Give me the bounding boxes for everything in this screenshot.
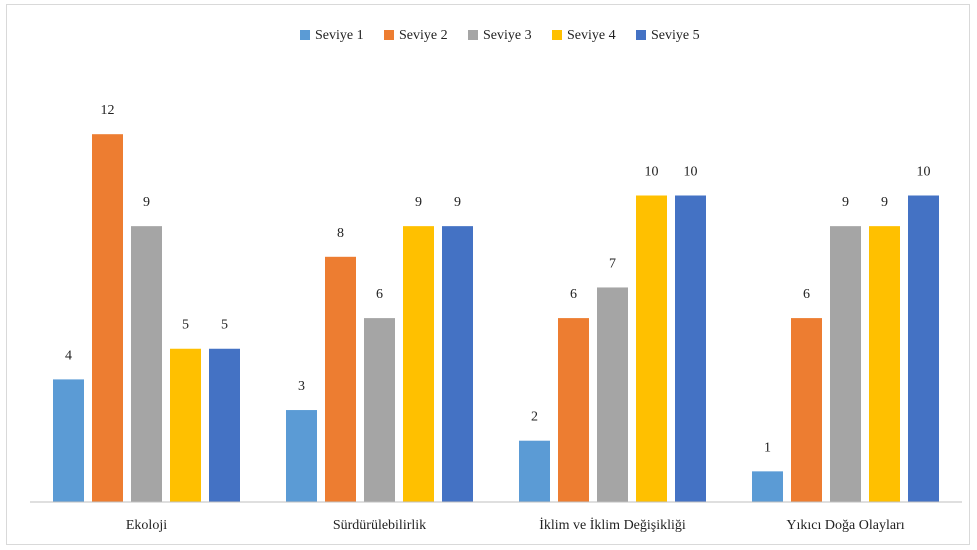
data-labels: 4 12 9 5 5 3 8 6 9 9 2 6 7 10 10 1 6 9 9 10 [65, 103, 931, 455]
bar-2-3 [558, 318, 589, 502]
data-label-4-2: 9 [415, 195, 422, 210]
category-label-2: Sürdürülebilirlik [333, 518, 426, 533]
bar-1-4 [752, 471, 783, 502]
data-label-5-3: 10 [684, 164, 698, 179]
bar-5-2 [442, 226, 473, 502]
bar-5-1 [209, 348, 240, 502]
data-label-4-4: 9 [881, 195, 888, 210]
data-label-4-3: 10 [645, 164, 659, 179]
legend: Seviye 1 Seviye 2 Seviye 3 Seviye 4 Seviye 5 [300, 28, 700, 43]
data-label-5-1: 5 [221, 318, 228, 333]
bar-2-4 [791, 318, 822, 502]
data-label-3-3: 7 [609, 256, 616, 271]
data-label-3-1: 9 [143, 195, 150, 210]
data-label-1-3: 2 [531, 410, 538, 425]
data-label-1-1: 4 [65, 348, 72, 363]
data-label-3-4: 9 [842, 195, 849, 210]
category-labels: Ekoloji Sürdürülebilirlik İklim ve İklim D… [126, 517, 905, 533]
category-label-4: Yıkıcı Doğa Olayları [786, 518, 904, 533]
data-label-2-2: 8 [337, 226, 344, 241]
bar-2-2 [325, 256, 356, 502]
legend-swatch-5 [636, 30, 646, 40]
bar-4-1 [170, 348, 201, 502]
bar-3-1 [131, 226, 162, 502]
bar-3-3 [597, 287, 628, 502]
data-label-5-2: 9 [454, 195, 461, 210]
bar-4-2 [403, 226, 434, 502]
data-label-2-4: 6 [803, 287, 810, 302]
category-label-3: İklim ve İklim Değişikliği [539, 517, 686, 533]
data-label-1-2: 3 [298, 379, 305, 394]
legend-swatch-2 [384, 30, 394, 40]
bar-5-3 [675, 195, 706, 502]
data-label-5-4: 10 [917, 164, 931, 179]
bar-5-4 [908, 195, 939, 502]
legend-swatch-4 [552, 30, 562, 40]
data-label-1-4: 1 [764, 440, 771, 455]
legend-label-3: Seviye 3 [483, 28, 532, 43]
legend-label-1: Seviye 1 [315, 28, 364, 43]
bar-3-4 [830, 226, 861, 502]
bar-1-3 [519, 440, 550, 502]
legend-swatch-3 [468, 30, 478, 40]
legend-label-4: Seviye 4 [567, 28, 616, 43]
category-label-1: Ekoloji [126, 518, 167, 533]
legend-swatch-1 [300, 30, 310, 40]
bar-1-2 [286, 410, 317, 502]
bars [53, 134, 939, 502]
data-label-4-1: 5 [182, 318, 189, 333]
bar-2-1 [92, 134, 123, 502]
data-label-2-3: 6 [570, 287, 577, 302]
bar-3-2 [364, 318, 395, 502]
bar-1-1 [53, 379, 84, 502]
bar-4-4 [869, 226, 900, 502]
data-label-3-2: 6 [376, 287, 383, 302]
data-label-2-1: 12 [101, 103, 115, 118]
bar-4-3 [636, 195, 667, 502]
legend-label-5: Seviye 5 [651, 28, 700, 43]
legend-label-2: Seviye 2 [399, 28, 448, 43]
